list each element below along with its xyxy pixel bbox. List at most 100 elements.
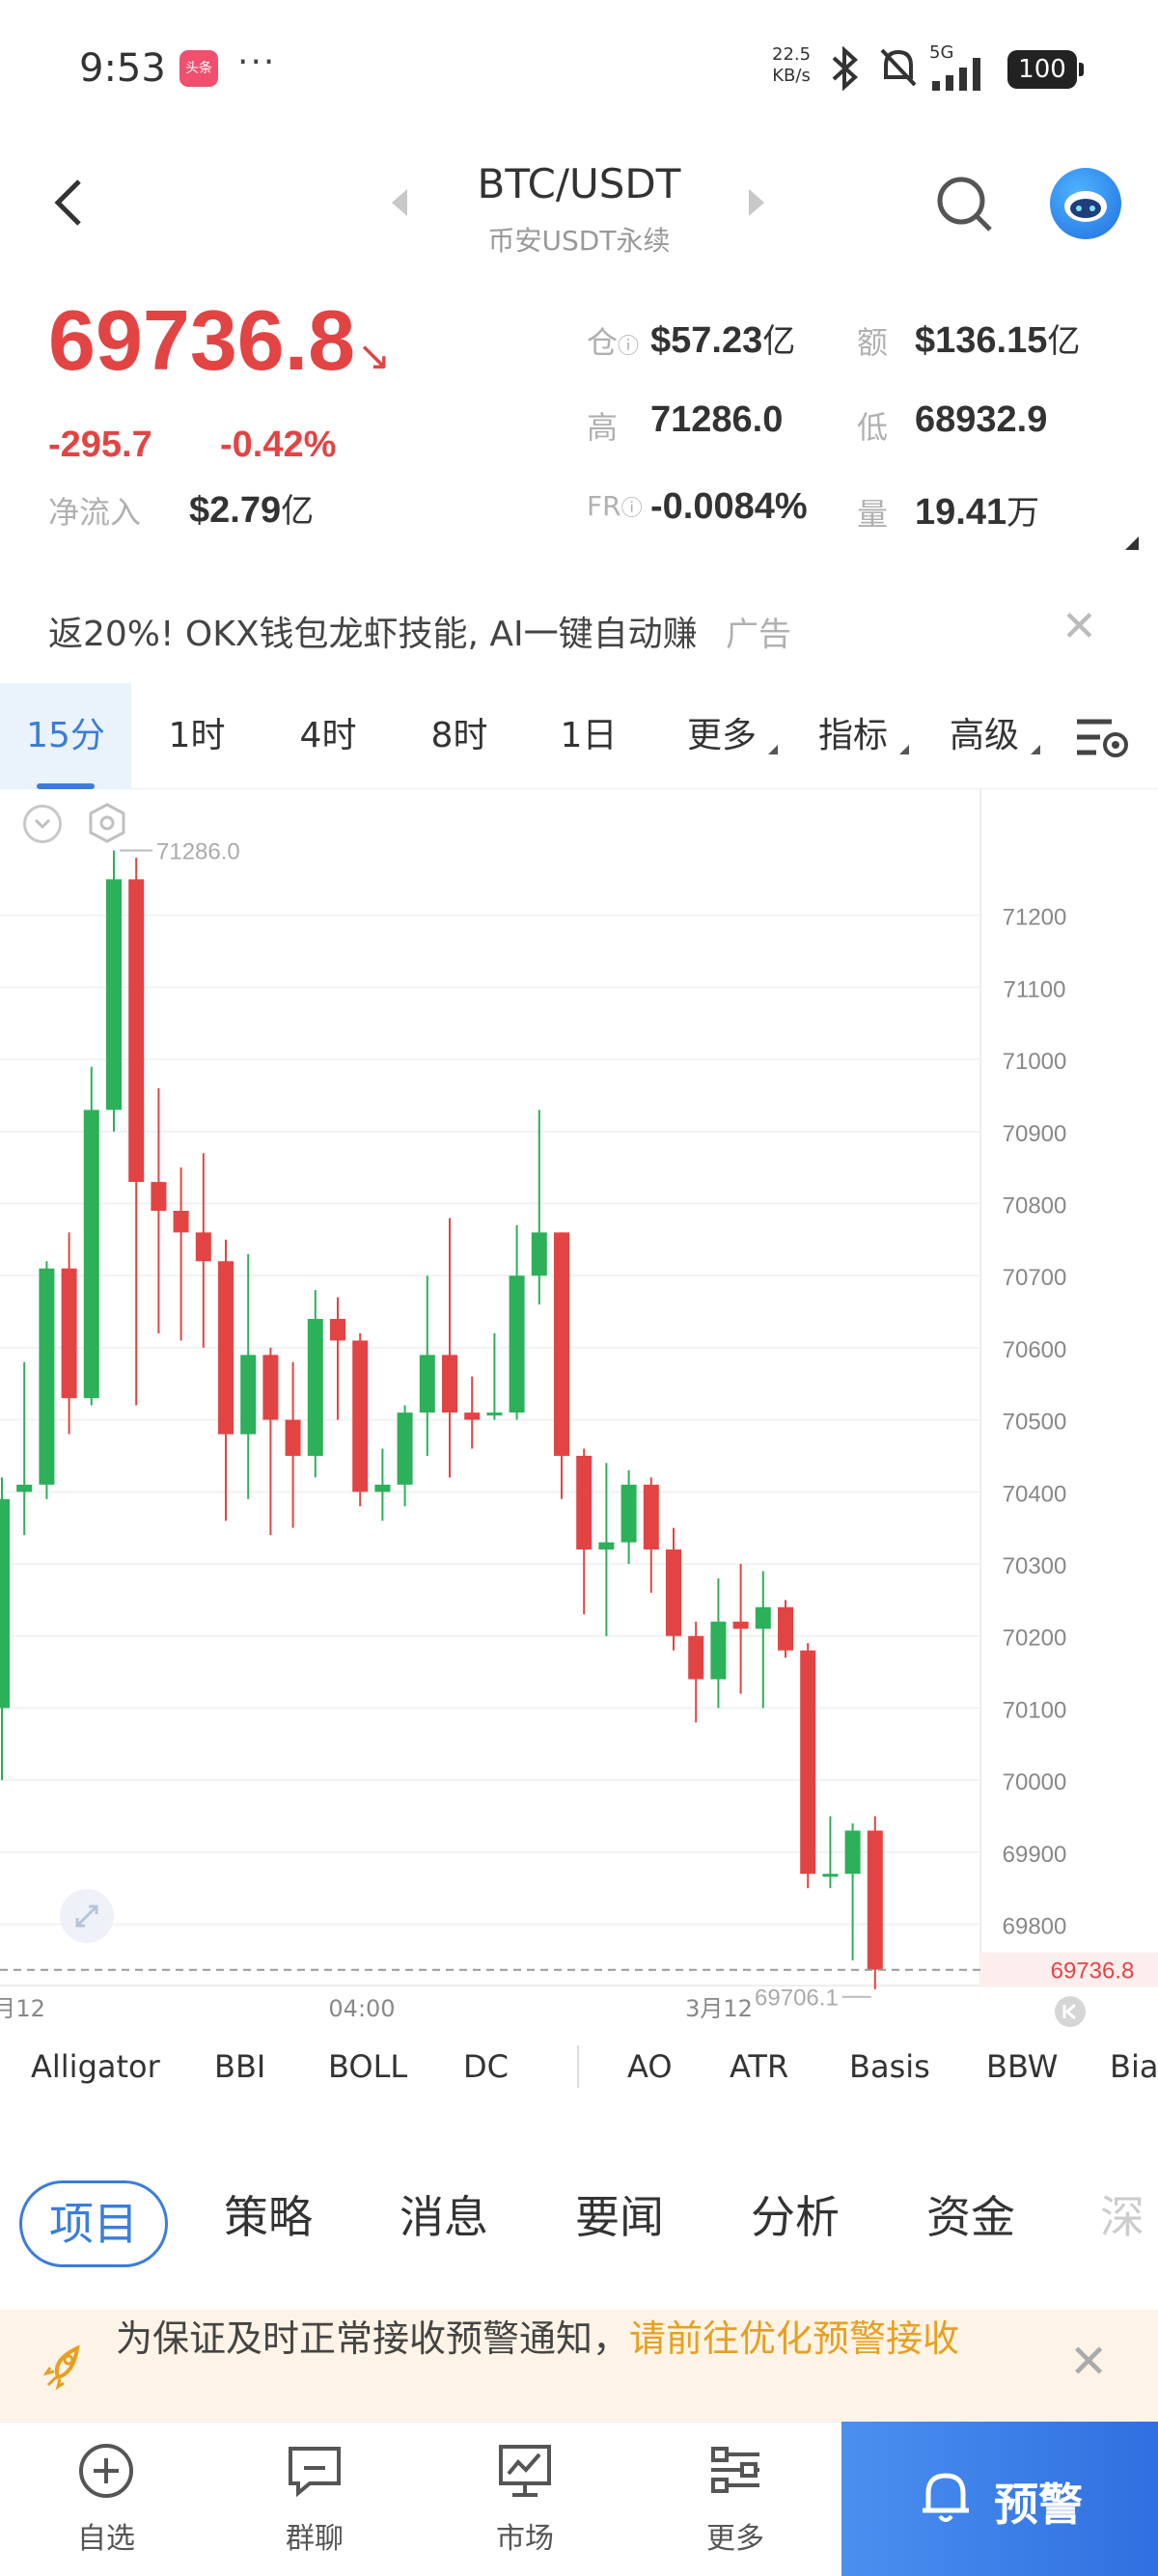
search-icon[interactable]	[934, 174, 996, 235]
tab-15m[interactable]: 15分	[0, 683, 131, 789]
high-annotation: 71286.0	[156, 838, 240, 864]
alert-button[interactable]	[841, 2422, 1158, 2576]
tab-project[interactable]: 项目	[19, 2180, 168, 2267]
hexagon-settings-icon[interactable]	[85, 801, 129, 845]
funding-rate-label: FRⓘ	[587, 490, 643, 522]
tab-strategy[interactable]: 策略	[224, 2191, 313, 2243]
nav-more[interactable]: 更多	[658, 2441, 813, 2557]
back-icon[interactable]	[50, 174, 89, 232]
signal-icon	[932, 58, 980, 91]
candle-body	[755, 1606, 771, 1630]
scroll-to-latest-icon[interactable]	[1054, 1995, 1087, 2028]
candle-body	[173, 1210, 189, 1233]
tab-more[interactable]: 更多	[656, 683, 787, 789]
candle-body	[128, 879, 145, 1183]
tab-4h[interactable]: 4时	[299, 716, 357, 755]
candle-body	[195, 1232, 211, 1262]
tab-analysis[interactable]: 分析	[751, 2191, 840, 2243]
open-interest-label: 仓ⓘ	[587, 324, 640, 361]
nav-group-chat[interactable]: 群聊	[237, 2441, 392, 2557]
candle-body	[531, 1232, 547, 1276]
status-time: 9:53	[79, 46, 166, 91]
expand-ticker-icon[interactable]	[1125, 536, 1139, 550]
y-tick-label: 70500	[1003, 1410, 1067, 1436]
timeframe-bar: 15分 1时 4时 8时 1日 更多 指标 高级	[0, 683, 1158, 789]
notice-link[interactable]: 请前往优化预警接收	[629, 2317, 960, 2360]
more-notifications-icon: ···	[237, 42, 277, 82]
candle-body	[16, 1484, 33, 1493]
robot-assistant-icon[interactable]	[1050, 168, 1121, 239]
tab-advanced[interactable]: 高级	[919, 683, 1050, 789]
nav-market[interactable]: 市场	[448, 2441, 602, 2557]
bluetooth-icon	[832, 46, 858, 91]
candle-body	[666, 1549, 681, 1636]
tab-messages[interactable]: 消息	[400, 2191, 488, 2243]
y-tick-label: 70700	[1003, 1265, 1067, 1291]
indicator-basis[interactable]: Basis	[849, 2048, 930, 2085]
y-tick-label: 70100	[1003, 1697, 1067, 1723]
candle-body	[83, 1110, 99, 1399]
candle-body	[867, 1830, 883, 1970]
low-annotation: 69706.1	[755, 1986, 839, 2012]
indicator-atr[interactable]: ATR	[730, 2048, 789, 2085]
volume-value: 19.41万	[915, 492, 1040, 533]
amount-value: $136.15亿	[915, 320, 1081, 361]
high-value: 71286.0	[650, 399, 784, 440]
candle-body	[0, 1498, 10, 1709]
close-ad-icon[interactable]: ✕	[1062, 602, 1097, 651]
tab-indicators[interactable]: 指标	[787, 683, 919, 789]
tab-headlines[interactable]: 要闻	[575, 2191, 664, 2243]
last-price: 69736.8	[48, 292, 356, 388]
candlestick-chart[interactable]: 71200 71100 71000 70900 70800 70700 70600 70500…	[0, 789, 1158, 2043]
pair-title[interactable]: BTC/USDT	[477, 160, 681, 207]
tab-1h[interactable]: 1时	[168, 716, 226, 755]
indicator-boll[interactable]: BOLL	[328, 2048, 408, 2085]
y-tick-label: 70200	[1003, 1626, 1067, 1652]
x-tick-label: 04:00	[328, 1995, 395, 2022]
net-inflow-value: $2.79亿	[189, 490, 315, 531]
candle-body	[844, 1830, 861, 1875]
indicator-dc[interactable]: DC	[463, 2048, 509, 2085]
network-type: 5G	[929, 42, 954, 63]
indicator-alligator[interactable]: Alligator	[31, 2048, 160, 2085]
fullscreen-icon[interactable]	[58, 1887, 116, 1945]
next-pair-icon[interactable]	[749, 189, 764, 216]
x-tick-label: 3月12	[685, 1995, 753, 2022]
candle-body	[576, 1455, 593, 1550]
chart-settings-icon[interactable]	[1073, 714, 1131, 762]
candle-body	[285, 1419, 301, 1456]
candle-body	[598, 1542, 615, 1550]
candle-body	[151, 1182, 167, 1211]
prev-pair-icon[interactable]	[392, 189, 407, 216]
y-tick-label: 70300	[1003, 1553, 1067, 1579]
y-tick-label: 71000	[1003, 1049, 1067, 1075]
candle-body	[307, 1319, 323, 1456]
down-arrow-icon: ↘	[357, 332, 392, 379]
net-speed-value: 22.5	[772, 44, 812, 65]
tab-8h[interactable]: 8时	[430, 716, 488, 755]
notice-text[interactable]: 为保证及时正常接收预警通知，请前往优化预警接收	[116, 2317, 960, 2360]
candle-body	[39, 1268, 55, 1485]
chart-canvas[interactable]: 71200 71100 71000 70900 70800 70700 70600 70500…	[0, 789, 1158, 2043]
nav-label-watchlist: 自选	[77, 2522, 135, 2556]
tab-1d[interactable]: 1日	[560, 716, 618, 755]
ad-banner-text[interactable]: 返20%! OKX钱包龙虾技能, AI一键自动赚	[48, 615, 698, 654]
nav-watchlist[interactable]: 自选	[29, 2441, 183, 2557]
candle-body	[262, 1355, 279, 1420]
candle-body	[218, 1261, 234, 1435]
collapse-toolbar-icon[interactable]	[23, 805, 62, 843]
alert-button-label[interactable]: 预警	[994, 2479, 1083, 2531]
candle-body	[554, 1232, 569, 1456]
candle-body	[710, 1621, 727, 1680]
y-tick-label: 70900	[1003, 1121, 1067, 1147]
tab-depth[interactable]: 深	[1100, 2191, 1144, 2243]
high-label: 高	[587, 409, 619, 446]
indicator-ao[interactable]: AO	[627, 2048, 673, 2085]
net-speed-unit: KB/s	[772, 66, 811, 86]
close-notice-icon[interactable]: ✕	[1069, 2335, 1109, 2389]
indicator-bbi[interactable]: BBI	[214, 2048, 266, 2085]
y-tick-label: 70600	[1003, 1337, 1067, 1363]
indicator-bias[interactable]: Bias	[1110, 2048, 1158, 2085]
indicator-bbw[interactable]: BBW	[986, 2048, 1059, 2085]
tab-funds[interactable]: 资金	[926, 2191, 1015, 2243]
